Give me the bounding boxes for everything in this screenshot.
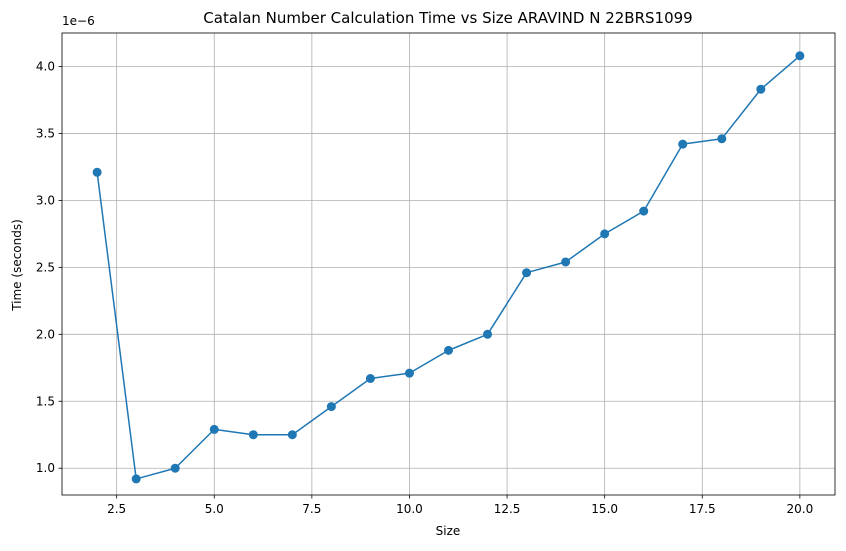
- y-tick-label: 4.0: [36, 59, 55, 73]
- data-point-marker: [404, 368, 414, 378]
- data-point-marker: [561, 257, 571, 267]
- data-point-marker: [170, 463, 180, 473]
- x-tick-label: 12.5: [494, 502, 521, 516]
- x-tick-label: 5.0: [205, 502, 224, 516]
- x-tick-label: 10.0: [396, 502, 423, 516]
- y-tick-label: 2.0: [36, 327, 55, 341]
- data-point-marker: [795, 51, 805, 61]
- x-tick-label: 15.0: [591, 502, 618, 516]
- x-axis-label: Size: [436, 524, 461, 538]
- y-tick-label: 1.5: [36, 394, 55, 408]
- series-layer: [92, 51, 805, 484]
- data-point-marker: [522, 268, 532, 278]
- data-point-marker: [444, 345, 453, 355]
- data-point-marker: [717, 134, 727, 144]
- grid-lines: [62, 33, 835, 495]
- x-tick-label: 7.5: [302, 502, 321, 516]
- y-tick-label: 1.0: [36, 461, 55, 475]
- axis-ticks: 2.5 5.0 7.5 10.0 12.5 15.0 17.5 20.0 1.0 1.5 2.0 2.…: [36, 59, 813, 516]
- data-point-marker: [287, 430, 297, 440]
- data-point-marker: [639, 206, 649, 216]
- x-tick-label: 2.5: [107, 502, 126, 516]
- data-point-marker: [326, 402, 336, 412]
- data-point-marker: [365, 373, 375, 383]
- y-tick-label: 3.5: [36, 126, 55, 140]
- plot-area-frame: [61, 32, 836, 496]
- data-point-marker: [92, 167, 102, 177]
- y-axis-label: Time (seconds): [10, 219, 24, 312]
- data-point-marker: [600, 229, 610, 239]
- y-tick-label: 2.5: [36, 260, 55, 274]
- data-point-marker: [131, 474, 141, 484]
- data-point-marker: [483, 329, 493, 339]
- x-tick-label: 17.5: [689, 502, 716, 516]
- y-axis-offset-label: 1e−6: [62, 14, 95, 28]
- chart-title: Catalan Number Calculation Time vs Size …: [203, 9, 692, 27]
- data-point-marker: [209, 424, 219, 434]
- data-point-marker: [678, 139, 688, 149]
- data-point-marker: [248, 430, 258, 440]
- x-tick-label: 20.0: [787, 502, 814, 516]
- y-tick-label: 3.0: [36, 193, 55, 207]
- data-point-marker: [756, 84, 766, 94]
